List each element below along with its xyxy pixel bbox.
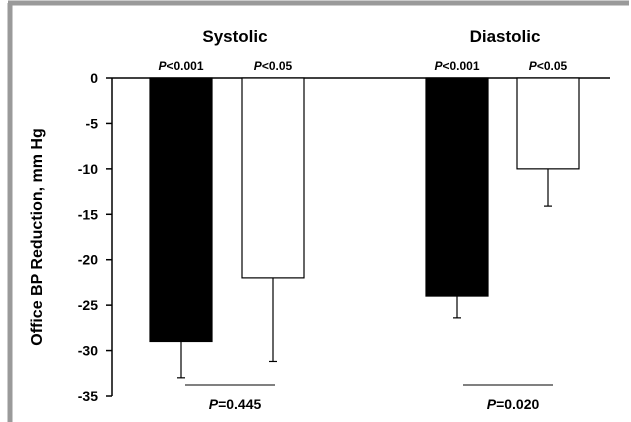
bar — [149, 77, 213, 343]
y-tick-label: -15 — [78, 206, 98, 222]
y-tick-label: -25 — [78, 297, 98, 313]
comparison-p-value: P=0.445 — [209, 396, 262, 412]
y-tick-label: 0 — [90, 70, 98, 86]
p-value-label: P<0.001 — [158, 59, 203, 73]
y-tick-label: -5 — [86, 115, 99, 131]
y-tick-label: -30 — [78, 343, 98, 359]
p-value-label: P<0.05 — [529, 59, 568, 73]
group-title: Systolic — [202, 27, 267, 46]
y-axis-label: Office BP Reduction, mm Hg — [29, 128, 46, 346]
y-tick-label: -10 — [78, 161, 98, 177]
p-value-label: P<0.05 — [254, 59, 293, 73]
bar — [516, 77, 580, 170]
comparison-p-value: P=0.020 — [487, 396, 540, 412]
y-tick-label: -20 — [78, 252, 98, 268]
bar — [425, 77, 489, 297]
y-tick-label: -35 — [78, 388, 98, 404]
p-value-label: P<0.001 — [434, 59, 479, 73]
group-title: Diastolic — [470, 27, 541, 46]
bar — [241, 77, 305, 279]
